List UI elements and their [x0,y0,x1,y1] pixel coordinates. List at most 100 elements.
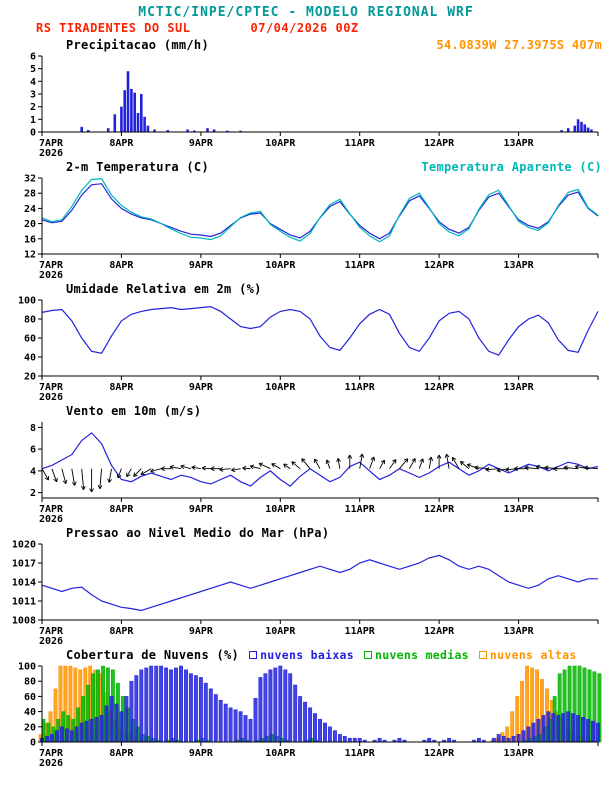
svg-text:1011: 1011 [12,597,36,608]
svg-text:20: 20 [24,219,36,230]
svg-text:3: 3 [30,90,36,101]
station-line: RS TIRADENTES DO SUL 07/04/2026 00Z [0,21,612,36]
svg-text:4: 4 [30,466,36,477]
svg-text:8APR: 8APR [109,260,134,271]
svg-text:12APR: 12APR [424,626,455,637]
svg-text:13APR: 13APR [504,382,535,393]
wind-header: Vento em 10m (m/s) [0,403,612,418]
svg-text:12APR: 12APR [424,138,455,149]
svg-text:40: 40 [24,707,36,718]
svg-text:7APR: 7APR [39,748,64,759]
svg-text:8APR: 8APR [109,626,134,637]
nuvens-altas-swatch-icon [478,650,487,659]
temperature-header: 2-m Temperatura (C) Temperatura Aparente… [0,159,612,174]
svg-text:100: 100 [18,662,36,673]
svg-text:9APR: 9APR [189,504,214,515]
svg-text:10APR: 10APR [265,504,296,515]
svg-text:4: 4 [30,77,36,88]
svg-text:11APR: 11APR [345,626,376,637]
svg-text:12APR: 12APR [424,260,455,271]
svg-text:60: 60 [24,334,36,345]
svg-text:80: 80 [24,677,36,688]
svg-text:12APR: 12APR [424,382,455,393]
panel-wind: Vento em 10m (m/s) 2 4 6 8 7APR 2026 8APR 9APR 1… [0,403,612,524]
svg-text:0: 0 [30,128,36,139]
precipitation-title: Precipitacao (mm/h) [66,37,209,52]
humidity-header: Umidade Relativa em 2m (%) [0,281,612,296]
svg-text:9APR: 9APR [189,626,214,637]
svg-text:40: 40 [24,353,36,364]
svg-text:0: 0 [30,738,36,749]
svg-text:13APR: 13APR [504,504,535,515]
svg-text:11APR: 11APR [345,138,376,149]
svg-text:2026: 2026 [39,636,63,646]
svg-text:7APR: 7APR [39,382,64,393]
svg-text:10APR: 10APR [265,626,296,637]
cloud-cover-header: Cobertura de Nuvens (%) nuvens baixas nu… [0,647,612,662]
svg-text:28: 28 [24,189,36,200]
svg-text:1014: 1014 [12,578,36,589]
pressure-header: Pressao ao Nivel Medio do Mar (hPa) [0,525,612,540]
svg-text:8: 8 [30,423,36,434]
svg-text:9APR: 9APR [189,748,214,759]
svg-text:100: 100 [18,296,36,307]
svg-text:8APR: 8APR [109,382,134,393]
svg-text:13APR: 13APR [504,748,535,759]
svg-text:13APR: 13APR [504,626,535,637]
svg-text:11APR: 11APR [345,260,376,271]
svg-text:16: 16 [24,234,36,245]
svg-text:60: 60 [24,692,36,703]
svg-text:2026: 2026 [39,270,63,280]
wind-title: Vento em 10m (m/s) [66,403,202,418]
cloud-cover-title: Cobertura de Nuvens (%) [66,647,240,662]
legend-nuvens-medias: nuvens medias [364,648,469,662]
svg-text:12APR: 12APR [424,748,455,759]
svg-text:8APR: 8APR [109,748,134,759]
svg-text:6: 6 [30,52,36,63]
precipitation-header: Precipitacao (mm/h) 54.0839W 27.3975S 40… [0,37,612,52]
svg-text:13APR: 13APR [504,260,535,271]
panel-precipitation: Precipitacao (mm/h) 54.0839W 27.3975S 40… [0,37,612,159]
svg-text:7APR: 7APR [39,504,64,515]
svg-text:11APR: 11APR [345,504,376,515]
nuvens-medias-label: nuvens medias [375,647,469,662]
svg-text:5: 5 [30,64,36,75]
svg-text:11APR: 11APR [345,382,376,393]
svg-text:8APR: 8APR [109,504,134,515]
svg-text:2026: 2026 [39,758,63,768]
svg-text:80: 80 [24,315,36,326]
svg-text:9APR: 9APR [189,260,214,271]
svg-text:2: 2 [30,488,36,499]
svg-text:32: 32 [24,174,36,185]
station-name: RS TIRADENTES DO SUL [36,21,191,35]
svg-text:2026: 2026 [39,148,63,158]
svg-text:7APR: 7APR [39,626,64,637]
panel-cloud-cover: Cobertura de Nuvens (%) nuvens baixas nu… [0,647,612,768]
apparent-temperature-label: Temperatura Aparente (C) [421,159,602,174]
run-datetime: 07/04/2026 00Z [250,21,359,35]
station-coordinates: 54.0839W 27.3975S 407m [436,37,602,52]
svg-text:12: 12 [24,250,36,261]
legend-nuvens-baixas: nuvens baixas [249,648,354,662]
svg-text:12APR: 12APR [424,504,455,515]
model-title: MCTIC/INPE/CPTEC - MODELO REGIONAL WRF [138,5,474,20]
legend-nuvens-altas: nuvens altas [478,648,577,662]
humidity-title: Umidade Relativa em 2m (%) [66,281,262,296]
svg-text:10APR: 10APR [265,260,296,271]
svg-text:20: 20 [24,722,36,733]
svg-text:1: 1 [30,115,36,126]
svg-text:24: 24 [24,204,36,215]
svg-text:20: 20 [24,372,36,383]
svg-text:2026: 2026 [39,392,63,402]
svg-text:10APR: 10APR [265,138,296,149]
panel-humidity: Umidade Relativa em 2m (%) 20 40 60 80 100 7A… [0,281,612,402]
svg-text:10APR: 10APR [265,382,296,393]
nuvens-baixas-swatch-icon [249,650,258,659]
svg-text:1008: 1008 [12,616,36,627]
